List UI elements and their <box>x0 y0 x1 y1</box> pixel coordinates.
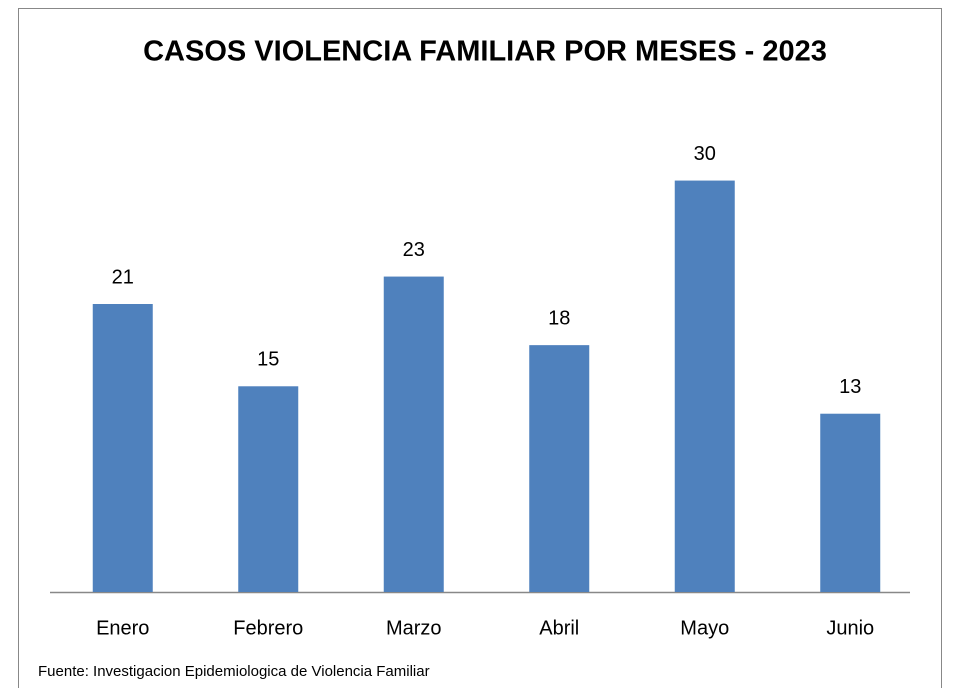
chart-border <box>18 8 942 688</box>
x-tick-label: Enero <box>96 617 149 639</box>
bar <box>674 180 735 593</box>
bar <box>238 386 299 592</box>
bar <box>820 413 881 592</box>
bar <box>529 345 590 592</box>
x-tick-label: Abril <box>539 617 579 639</box>
bar <box>383 276 444 592</box>
data-label: 21 <box>112 266 134 288</box>
x-tick-label: Junio <box>826 617 874 639</box>
x-tick-label: Febrero <box>233 617 303 639</box>
x-tick-label: Marzo <box>386 617 442 639</box>
source-note: Fuente: Investigacion Epidemiologica de … <box>38 663 430 680</box>
data-label: 30 <box>694 143 716 165</box>
chart-title: CASOS VIOLENCIA FAMILIAR POR MESES - 202… <box>143 36 827 68</box>
x-tick-label: Mayo <box>680 617 729 639</box>
data-label: 13 <box>839 376 861 398</box>
data-label: 15 <box>257 349 279 371</box>
bar <box>92 304 153 592</box>
data-label: 18 <box>548 307 570 329</box>
data-label: 23 <box>403 239 425 261</box>
